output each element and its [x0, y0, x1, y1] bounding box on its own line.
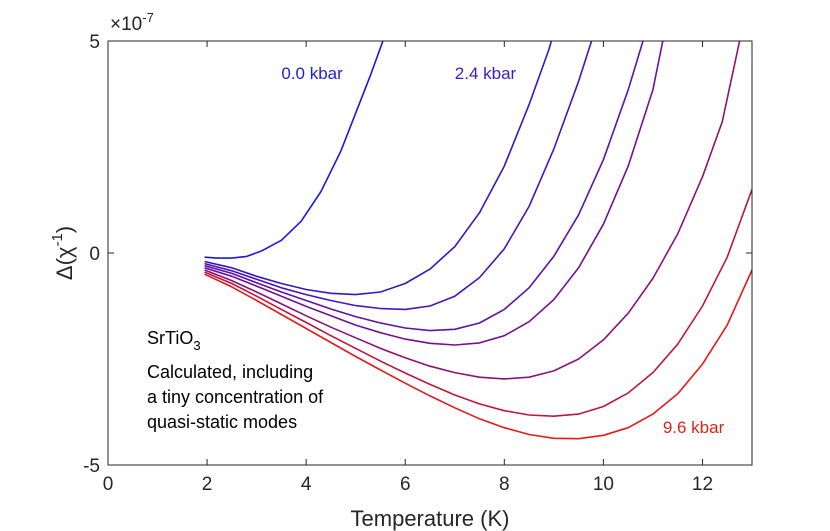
x-tick-label: 0	[103, 474, 114, 495]
y-tick-label: 5	[89, 32, 100, 53]
annotation-compound: SrTiO	[147, 328, 193, 348]
x-tick-label: 6	[400, 474, 411, 495]
x-tick-label: 8	[499, 474, 510, 495]
x-tick-label: 4	[301, 474, 312, 495]
annotation-subscript: 3	[193, 338, 200, 353]
y-axis-title-prefix: Δ(χ	[52, 246, 77, 280]
series-line-2	[204, 41, 593, 311]
y-axis-title-suffix: )	[52, 226, 77, 233]
ticks-group: 0 2 4 6 8 10 12-505	[83, 32, 752, 495]
y-tick-label: 0	[89, 244, 100, 265]
series-group	[204, 41, 752, 440]
exponent-power: -7	[142, 10, 154, 25]
series-label: 2.4 kbar	[455, 64, 517, 83]
series-label: 9.6 kbar	[663, 418, 725, 437]
annotation-line-2: Calculated, including	[147, 362, 313, 382]
annotation-line-1: SrTiO3	[147, 328, 201, 353]
y-axis-title-sup: -1	[49, 233, 66, 246]
series-line-0	[204, 41, 384, 259]
series-line-6	[204, 189, 752, 417]
x-tick-label: 2	[202, 474, 213, 495]
annotation-line-4: quasi-static modes	[147, 412, 297, 432]
series-line-1	[204, 41, 553, 296]
annotation-line-3: a tiny concentration of	[147, 387, 324, 407]
series-labels: 0.0 kbar 2.4 kbar 9.6 kbar	[281, 64, 724, 437]
x-tick-label: 10	[593, 474, 614, 495]
exponent-label: ×10-7	[110, 10, 154, 35]
series-line-7	[204, 269, 752, 440]
y-tick-label: -5	[83, 456, 100, 477]
exponent-base: ×10	[110, 14, 142, 35]
series-line-5	[204, 41, 741, 380]
series-line-4	[204, 41, 664, 346]
x-axis-title: Temperature (K)	[351, 506, 510, 531]
series-label: 0.0 kbar	[281, 64, 343, 83]
annotation-box: SrTiO3 Calculated, including a tiny conc…	[147, 328, 324, 432]
plot-background	[108, 41, 752, 465]
y-axis-title: Δ(χ-1)	[49, 226, 77, 280]
series-line-3	[204, 41, 644, 332]
x-tick-label: 12	[692, 474, 713, 495]
